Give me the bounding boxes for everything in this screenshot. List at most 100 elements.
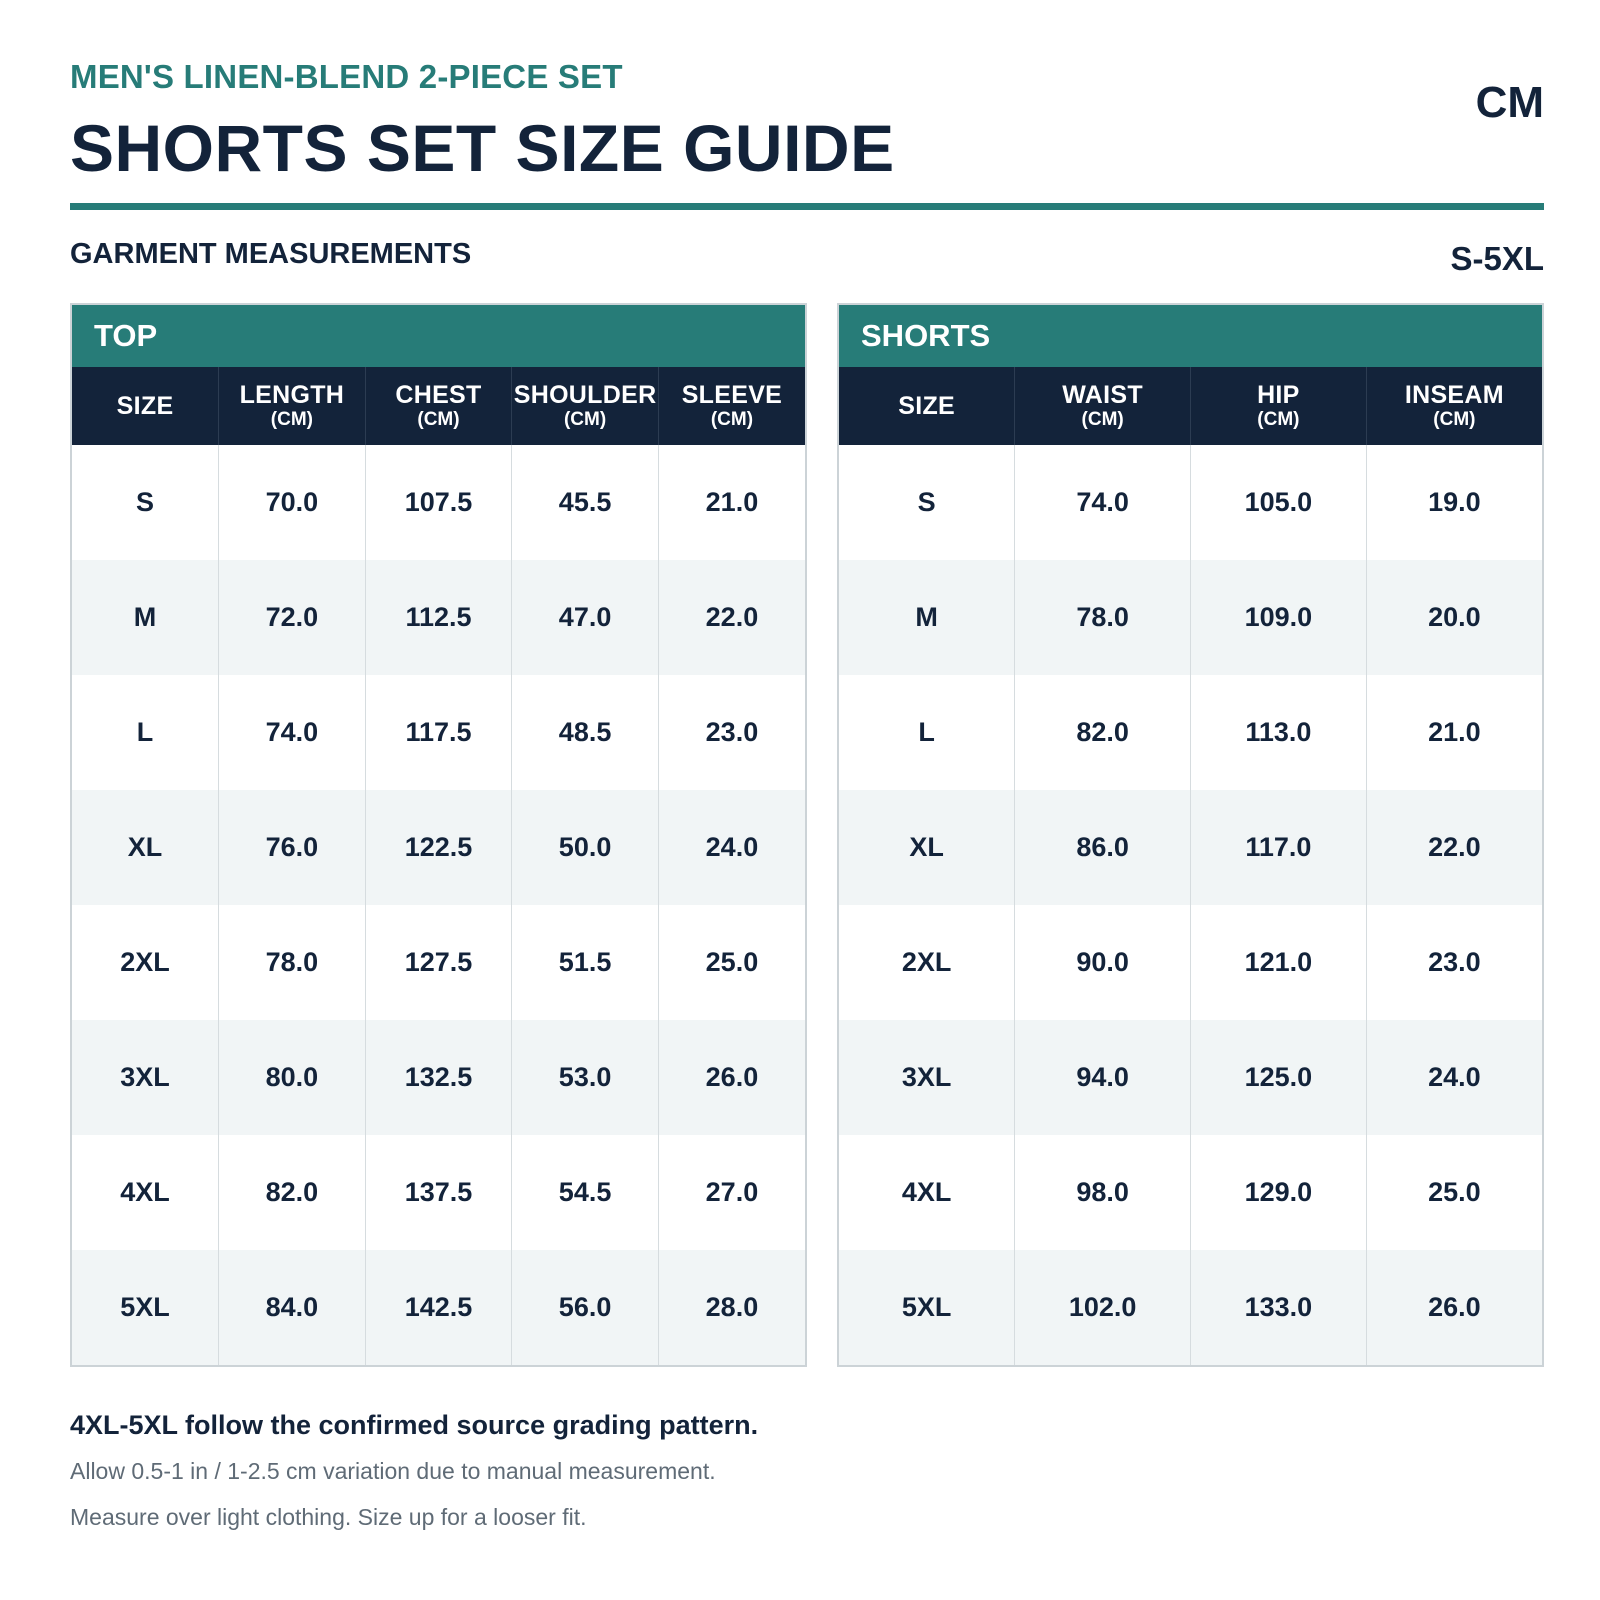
measurement-cell: 122.5	[364, 790, 512, 905]
column-unit: (CM)	[417, 409, 460, 430]
measurement-cell: 129.0	[1190, 1135, 1367, 1250]
measurement-cell: 80.0	[218, 1020, 366, 1135]
shorts-col-header: INSEAM (CM)	[1365, 367, 1542, 445]
table-row: S 74.0 105.0 19.0	[839, 445, 1542, 560]
size-range: S-5XL	[1450, 240, 1544, 277]
size-cell: 5XL	[839, 1250, 1015, 1365]
measurement-cell: 23.0	[1365, 905, 1542, 1020]
table-row: 3XL 94.0 125.0 24.0	[839, 1020, 1542, 1135]
column-label: SIZE	[116, 392, 174, 420]
measurement-cell: 102.0	[1014, 1250, 1191, 1365]
measurement-cell: 109.0	[1190, 560, 1367, 675]
size-cell: M	[72, 560, 219, 675]
measurement-cell: 19.0	[1365, 445, 1542, 560]
measurement-cell: 50.0	[511, 790, 659, 905]
column-label: HIP	[1257, 381, 1300, 409]
size-cell: XL	[839, 790, 1015, 905]
column-label: SLEEVE	[681, 381, 783, 409]
top-table-title: TOP	[72, 305, 805, 367]
top-col-header: SIZE	[72, 367, 219, 445]
table-row: 2XL 78.0 127.5 51.5 25.0	[72, 905, 805, 1020]
shorts-table-header-row: SIZE WAIST (CM) HIP (CM) INSEAM (CM)	[839, 367, 1542, 445]
measurement-cell: 22.0	[657, 560, 805, 675]
column-label: LENGTH	[239, 381, 345, 409]
measurement-cell: 26.0	[1365, 1250, 1542, 1365]
column-unit: (CM)	[710, 409, 754, 430]
measurement-cell: 82.0	[1014, 675, 1191, 790]
measurement-cell: 48.5	[511, 675, 659, 790]
shorts-table: SIZE WAIST (CM) HIP (CM) INSEAM (CM) S 74.0 105.…	[839, 367, 1542, 1365]
column-label: INSEAM	[1404, 381, 1504, 409]
size-cell: 4XL	[120, 1177, 170, 1207]
measurement-cell: 112.5	[364, 560, 512, 675]
shorts-table-title: SHORTS	[839, 305, 1542, 367]
measurement-cell: 56.0	[511, 1250, 659, 1365]
measurement-cell: 22.0	[1365, 790, 1542, 905]
table-row: M 78.0 109.0 20.0	[839, 560, 1542, 675]
product-subtitle: MEN'S LINEN-BLEND 2-PIECE SET	[70, 58, 623, 95]
measurement-cell: 45.5	[511, 445, 659, 560]
column-label: WAIST	[1062, 381, 1143, 409]
column-label: SIZE	[898, 392, 956, 420]
size-cell: 4XL	[901, 1177, 952, 1207]
measurement-cell: 27.0	[657, 1135, 805, 1250]
top-col-header: LENGTH (CM)	[218, 367, 366, 445]
table-row: L 74.0 117.5 48.5 23.0	[72, 675, 805, 790]
size-cell: S	[917, 487, 936, 517]
grading-note: 4XL-5XL follow the confirmed source grad…	[70, 1410, 759, 1440]
size-cell: M	[839, 560, 1015, 675]
measurement-cell: 86.0	[1014, 790, 1191, 905]
measurement-cell: 25.0	[1365, 1135, 1542, 1250]
table-row: XL 76.0 122.5 50.0 24.0	[72, 790, 805, 905]
shorts-col-header: HIP (CM)	[1190, 367, 1367, 445]
header-divider	[70, 203, 1544, 210]
table-row: 2XL 90.0 121.0 23.0	[839, 905, 1542, 1020]
size-cell: 2XL	[120, 947, 170, 977]
measurement-cell: 54.5	[511, 1135, 659, 1250]
measurement-cell: 74.0	[218, 675, 366, 790]
measurement-cell: 53.0	[511, 1020, 659, 1135]
size-cell: 5XL	[72, 1250, 219, 1365]
table-row: L 82.0 113.0 21.0	[839, 675, 1542, 790]
table-row: 5XL 84.0 142.5 56.0 28.0	[72, 1250, 805, 1365]
measurement-cell: 26.0	[657, 1020, 805, 1135]
measurement-cell: 132.5	[364, 1020, 512, 1135]
table-row: XL 86.0 117.0 22.0	[839, 790, 1542, 905]
measurement-cell: 133.0	[1190, 1250, 1367, 1365]
measurement-cell: 94.0	[1014, 1020, 1191, 1135]
top-table-header-row: SIZE LENGTH (CM) CHEST (CM) SHOULDER (CM) SLEEV…	[72, 367, 805, 445]
page-title: SHORTS SET SIZE GUIDE	[70, 111, 895, 185]
measurement-cell: 28.0	[657, 1250, 805, 1365]
size-cell: 3XL	[72, 1020, 219, 1135]
fit-note: Measure over light clothing. Size up for…	[70, 1504, 587, 1530]
measurement-cell: 137.5	[364, 1135, 512, 1250]
section-label: GARMENT MEASUREMENTS	[70, 238, 472, 270]
column-unit: (CM)	[1257, 409, 1300, 430]
measurement-cell: 113.0	[1190, 675, 1367, 790]
table-row: 5XL 102.0 133.0 26.0	[839, 1250, 1542, 1365]
top-col-header: SLEEVE (CM)	[657, 367, 805, 445]
measurement-cell: 90.0	[1014, 905, 1191, 1020]
measurement-cell: 20.0	[1365, 560, 1542, 675]
size-cell: 2XL	[901, 947, 952, 977]
measurement-cell: 125.0	[1190, 1020, 1367, 1135]
column-unit: (CM)	[270, 409, 313, 430]
size-cell: L	[918, 717, 935, 747]
shorts-col-header: SIZE	[839, 367, 1015, 445]
measurement-cell: 105.0	[1190, 445, 1367, 560]
top-col-header: SHOULDER (CM)	[511, 367, 659, 445]
measurement-cell: 76.0	[218, 790, 366, 905]
measurement-cell: 98.0	[1014, 1135, 1191, 1250]
measurement-cell: 127.5	[364, 905, 512, 1020]
size-cell: S	[136, 487, 155, 517]
table-row: 3XL 80.0 132.5 53.0 26.0	[72, 1020, 805, 1135]
measurement-cell: 117.5	[364, 675, 512, 790]
measurement-cell: 84.0	[218, 1250, 366, 1365]
column-unit: (CM)	[1081, 409, 1124, 430]
top-size-table: TOP SIZE LENGTH (CM) CHEST (CM) SHOULDER (CM) S…	[70, 303, 807, 1367]
measurement-cell: 142.5	[364, 1250, 512, 1365]
measurement-cell: 23.0	[657, 675, 805, 790]
variation-note: Allow 0.5-1 in / 1-2.5 cm variation due …	[70, 1458, 716, 1484]
measurement-cell: 82.0	[218, 1135, 366, 1250]
